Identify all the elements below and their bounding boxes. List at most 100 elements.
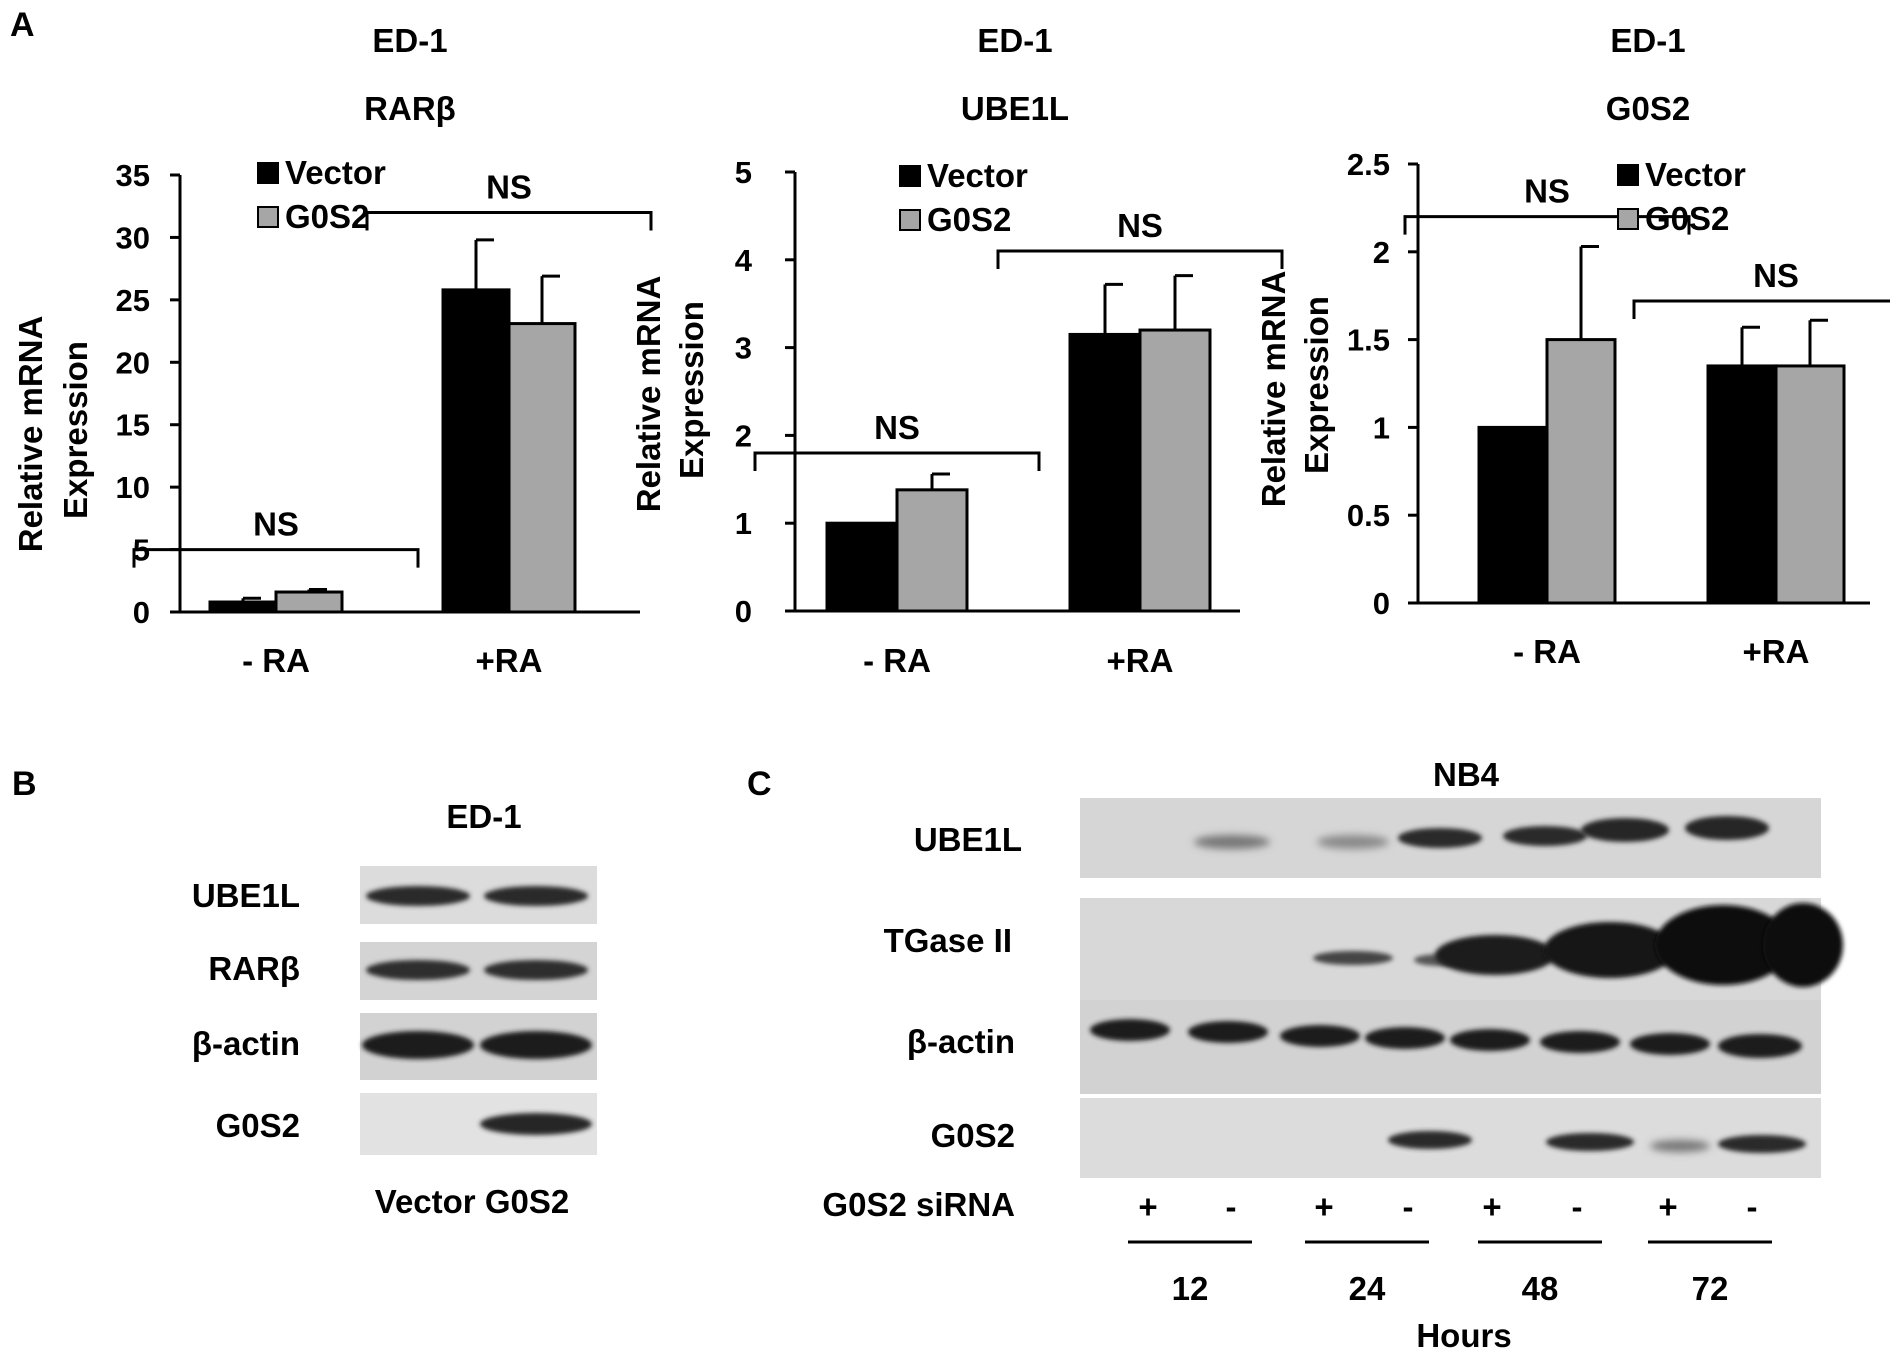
x-tick-label: +RA — [476, 642, 543, 679]
legend-label: G0S2 — [1645, 200, 1729, 237]
blot-panel-c: NB4 UBE1L TGase II β-actin G0S2 — [822, 756, 1843, 1354]
y-axis-label-line-2: Expression — [57, 341, 94, 519]
bar — [1706, 364, 1778, 605]
x-tick-label: +RA — [1743, 633, 1810, 670]
x-tick-label: +RA — [1107, 642, 1174, 679]
y-tick-label: 2 — [735, 418, 752, 453]
blot-strip-bactin — [1080, 1000, 1821, 1094]
hour-label: 48 — [1522, 1270, 1559, 1307]
sirna-sign: + — [1482, 1188, 1501, 1225]
y-axis-label-line-1: Relative mRNA — [630, 277, 667, 513]
y-tick-label: 5 — [735, 155, 752, 190]
panel-label-a: A — [10, 6, 35, 44]
blot-panel-b: ED-1 UBE1L RARβ β-actin G0S2 Vector G0S2 — [192, 798, 597, 1220]
legend-label: G0S2 — [927, 201, 1011, 238]
bar — [825, 521, 899, 613]
y-tick-label: 35 — [116, 158, 150, 193]
y-tick-label: 0 — [1373, 586, 1390, 621]
legend-swatch — [899, 209, 921, 231]
y-tick-label: 0 — [735, 594, 752, 629]
sirna-sign: - — [1403, 1188, 1414, 1225]
y-tick-label: 20 — [116, 345, 150, 380]
legend-swatch — [899, 165, 921, 187]
y-axis-label: Relative mRNA Expression — [630, 268, 710, 513]
chart-ube1l: ED-1 UBE1L Relative mRNA Expression 0 1 2 3… — [630, 22, 1284, 679]
significance-bracket — [1632, 299, 1890, 319]
bar — [1477, 425, 1549, 605]
hour-groups: 12 24 48 72 — [1128, 1240, 1772, 1307]
significance-label: NS — [874, 409, 920, 446]
bar — [1138, 328, 1212, 613]
y-axis-label-line-2: Expression — [673, 301, 710, 479]
significance-label: NS — [486, 168, 532, 205]
x-tick-label: - RA — [863, 642, 931, 679]
legend-swatch — [257, 162, 279, 184]
sirna-sign: + — [1658, 1188, 1677, 1225]
y-axis-label: Relative mRNA Expression — [1255, 263, 1335, 508]
plot-area: 0 1 2 3 4 5 - RA +RA NS NS Vector G0S2 — [735, 155, 1284, 679]
blot-band-label: UBE1L — [192, 877, 300, 914]
blot-band-label: TGase II — [884, 922, 1012, 959]
bar — [208, 600, 278, 614]
hour-label: 72 — [1692, 1270, 1729, 1307]
bar — [274, 590, 344, 614]
y-tick-label: 1 — [1373, 410, 1390, 445]
y-tick-label: 2.5 — [1347, 147, 1390, 182]
blot-strip-bactin — [360, 1013, 597, 1080]
bar — [1774, 364, 1846, 605]
blot-strip-rarb — [360, 942, 597, 1000]
significance-bracket — [132, 548, 420, 568]
legend-swatch — [1617, 208, 1639, 230]
blot-band-label: β-actin — [192, 1025, 300, 1062]
bar — [895, 488, 969, 613]
y-tick-label: 1.5 — [1347, 323, 1390, 358]
significance-label: NS — [1524, 173, 1570, 210]
sirna-signs: + - + - + - + - — [1138, 1188, 1757, 1225]
x-tick-label: - RA — [242, 642, 310, 679]
chart-subtitle: UBE1L — [961, 90, 1069, 127]
panel-label-b: B — [12, 765, 37, 803]
bar — [1545, 338, 1617, 605]
y-tick-label: 10 — [116, 470, 150, 505]
y-tick-label: 25 — [116, 283, 150, 318]
significance-bracket — [1403, 215, 1691, 235]
plot-area: 0 0.5 1 1.5 2 2.5 - RA +RA NS NS Vector G0S2 — [1347, 147, 1890, 670]
hour-label: 12 — [1172, 1270, 1209, 1307]
y-axis-label-line-1: Relative mRNA — [12, 317, 49, 553]
blot-strip-g0s2 — [1080, 1098, 1821, 1178]
legend-swatch — [1617, 164, 1639, 186]
hour-label: 24 — [1349, 1270, 1386, 1307]
sirna-sign: - — [1226, 1188, 1237, 1225]
bar — [507, 322, 577, 614]
blot-strip-g0s2 — [360, 1093, 597, 1155]
y-tick-label: 0 — [133, 595, 150, 630]
significance-label: NS — [253, 506, 299, 543]
y-axis-label-line-2: Expression — [1298, 296, 1335, 474]
chart-g0s2: ED-1 G0S2 Relative mRNA Expression 0 0.5 1… — [1255, 22, 1890, 670]
blot-strip-ube1l — [1080, 798, 1821, 878]
y-tick-label: 1 — [735, 506, 752, 541]
chart-title: ED-1 — [372, 22, 447, 59]
y-tick-label: 2 — [1373, 235, 1390, 270]
blot-strip-ube1l — [360, 866, 597, 924]
sirna-sign: - — [1747, 1188, 1758, 1225]
bar — [441, 288, 511, 614]
y-tick-label: 0.5 — [1347, 498, 1390, 533]
sirna-label: G0S2 siRNA — [822, 1186, 1015, 1223]
significance-bracket — [996, 249, 1284, 270]
blot-band-label: β-actin — [907, 1023, 1015, 1060]
significance-bracket — [753, 451, 1041, 471]
legend-label: Vector — [1645, 156, 1746, 193]
legend-label: Vector — [927, 157, 1028, 194]
sirna-sign: + — [1314, 1188, 1333, 1225]
significance-bracket — [365, 210, 653, 231]
chart-subtitle: G0S2 — [1606, 90, 1690, 127]
blot-band-label: UBE1L — [914, 821, 1022, 858]
x-tick-label: - RA — [1513, 633, 1581, 670]
blot-title: ED-1 — [446, 798, 521, 835]
legend-swatch — [257, 206, 279, 228]
y-tick-label: 3 — [735, 331, 752, 366]
sirna-sign: + — [1138, 1188, 1157, 1225]
